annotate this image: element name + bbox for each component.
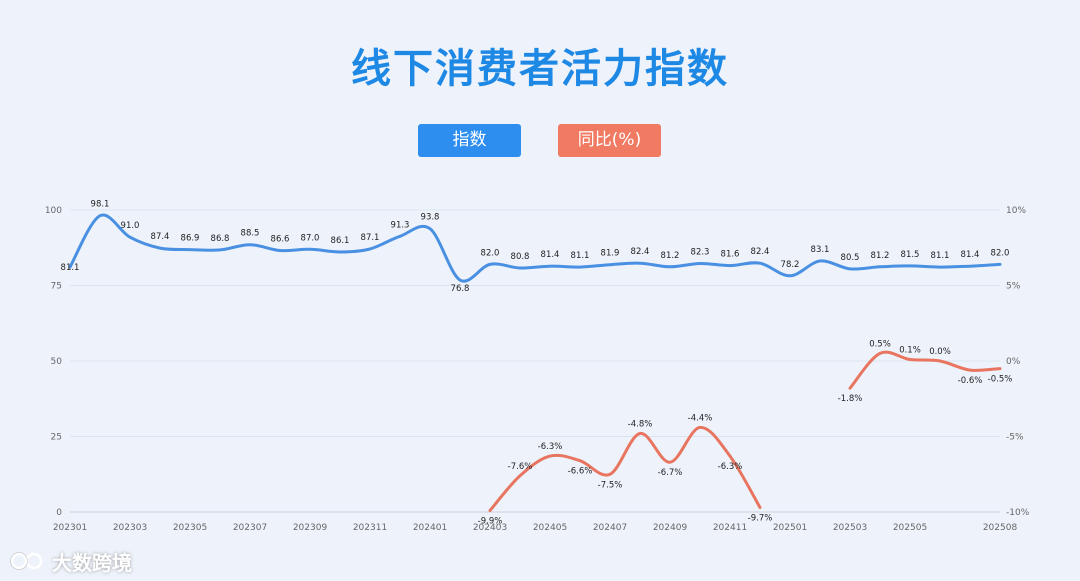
yoy-data-label: -7.5% — [598, 480, 623, 490]
y-left-tick-label: 75 — [51, 282, 62, 292]
index-data-label: 91.0 — [121, 221, 140, 231]
yoy-data-label: 0.0% — [929, 347, 951, 357]
legend-index[interactable]: 指数 — [418, 124, 521, 157]
y-left-tick-label: 100 — [45, 206, 62, 216]
series-yoy-line — [488, 425, 762, 512]
index-data-label: 91.3 — [391, 220, 410, 230]
yoy-data-label: -7.6% — [508, 462, 533, 472]
watermark-text: 大数跨境 — [52, 550, 132, 575]
index-data-label: 86.6 — [271, 234, 290, 244]
y-right-tick-label: 10% — [1006, 206, 1026, 216]
y-right-tick-label: 0% — [1006, 357, 1021, 367]
index-data-label: 82.0 — [991, 248, 1010, 258]
series-index-line — [68, 213, 1002, 283]
x-tick-label: 202403 — [473, 523, 507, 533]
index-data-label: 78.2 — [781, 260, 800, 270]
y-left-tick-label: 50 — [51, 357, 63, 367]
index-data-label: 93.8 — [421, 213, 440, 223]
y-left-tick-label: 0 — [56, 508, 62, 518]
index-data-label: 81.2 — [661, 251, 680, 261]
index-data-label: 82.4 — [751, 247, 770, 257]
x-tick-label: 202411 — [713, 523, 747, 533]
x-tick-label: 202305 — [173, 523, 207, 533]
x-tick-label: 202307 — [233, 523, 267, 533]
index-data-label: 82.4 — [631, 247, 650, 257]
yoy-data-label: -6.3% — [718, 462, 743, 472]
yoy-data-label: -9.7% — [748, 513, 773, 523]
index-data-label: 81.4 — [541, 250, 560, 260]
index-data-label: 86.8 — [211, 234, 230, 244]
y-left-tick-label: 25 — [51, 433, 62, 443]
index-data-label: 88.5 — [241, 229, 260, 239]
index-data-label: 81.4 — [961, 250, 980, 260]
y-right-tick-label: -10% — [1006, 508, 1030, 518]
x-tick-label: 202508 — [983, 523, 1018, 533]
index-data-label: 80.5 — [841, 253, 860, 263]
yoy-data-label: 0.1% — [899, 345, 921, 355]
yoy-data-label: -4.8% — [628, 419, 653, 429]
chart-title: 线下消费者活力指数 — [351, 46, 729, 92]
index-data-label: 98.1 — [91, 200, 110, 210]
series-yoy-line — [848, 350, 1002, 390]
x-tick-label: 202303 — [113, 523, 147, 533]
y-right-tick-label: 5% — [1006, 282, 1021, 292]
index-data-label: 86.9 — [181, 234, 200, 244]
yoy-data-label: -0.6% — [958, 376, 983, 386]
x-tick-label: 202409 — [653, 523, 688, 533]
index-data-label: 81.1 — [931, 251, 950, 261]
watermark: 大数跨境 — [10, 548, 132, 575]
x-tick-label: 202405 — [533, 523, 567, 533]
index-data-label: 82.3 — [691, 247, 710, 257]
index-data-label: 87.0 — [301, 233, 320, 243]
index-data-label: 83.1 — [811, 245, 830, 255]
legend-yoy[interactable]: 同比(%) — [558, 124, 661, 157]
logo-icon — [10, 552, 43, 570]
yoy-data-label: -6.3% — [538, 442, 563, 452]
index-data-label: 81.2 — [871, 251, 890, 261]
yoy-data-label: -4.4% — [688, 413, 713, 423]
index-data-label: 81.1 — [61, 263, 80, 273]
x-tick-label: 202401 — [413, 523, 447, 533]
index-data-label: 81.9 — [601, 249, 620, 259]
x-tick-label: 202311 — [353, 523, 387, 533]
yoy-data-label: -0.5% — [988, 375, 1013, 385]
index-data-label: 81.1 — [571, 251, 590, 261]
index-data-label: 80.8 — [511, 252, 530, 262]
y-right-tick-label: -5% — [1006, 433, 1024, 443]
x-tick-label: 202503 — [833, 523, 867, 533]
index-data-label: 81.6 — [721, 250, 740, 260]
index-data-label: 82.0 — [481, 248, 500, 258]
yoy-data-label: -6.7% — [658, 468, 683, 478]
x-tick-label: 202301 — [53, 523, 87, 533]
yoy-data-label: -9.9% — [478, 516, 503, 526]
yoy-data-label: -1.8% — [838, 394, 863, 404]
index-data-label: 87.1 — [361, 233, 380, 243]
index-data-label: 76.8 — [451, 284, 470, 294]
x-tick-label: 202505 — [893, 523, 927, 533]
yoy-data-label: -6.6% — [568, 467, 593, 477]
x-tick-label: 202309 — [293, 523, 328, 533]
x-tick-label: 202501 — [773, 523, 807, 533]
index-data-label: 86.1 — [331, 236, 350, 246]
x-tick-label: 202407 — [593, 523, 627, 533]
index-data-label: 81.5 — [901, 250, 920, 260]
yoy-data-label: 0.5% — [869, 339, 891, 349]
index-data-label: 87.4 — [151, 232, 170, 242]
